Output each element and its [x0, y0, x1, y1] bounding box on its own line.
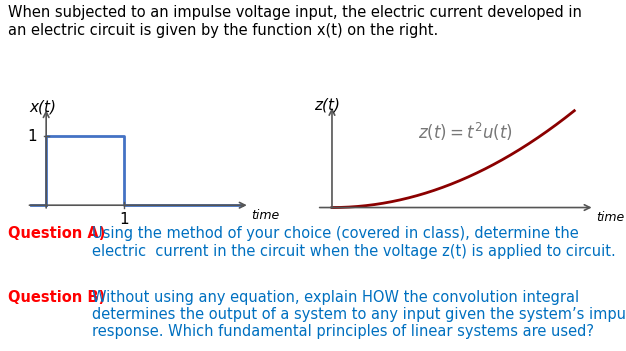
Text: 1: 1: [120, 212, 129, 227]
Text: x(t): x(t): [29, 100, 56, 115]
Text: time: time: [251, 208, 279, 221]
Text: z(t): z(t): [314, 98, 340, 113]
Text: Question B): Question B): [8, 290, 105, 305]
Text: 1: 1: [27, 129, 37, 144]
Text: Using the method of your choice (covered in class), determine the
electric  curr: Using the method of your choice (covered…: [92, 226, 616, 259]
Text: $z(t) = t^2u(t)$: $z(t) = t^2u(t)$: [418, 121, 513, 143]
Text: time: time: [597, 211, 625, 224]
Text: Without using any equation, explain HOW the convolution integral
determines the : Without using any equation, explain HOW …: [92, 290, 626, 339]
Text: When subjected to an impulse voltage input, the electric current developed in
an: When subjected to an impulse voltage inp…: [8, 5, 582, 38]
Text: Question A): Question A): [8, 226, 105, 241]
